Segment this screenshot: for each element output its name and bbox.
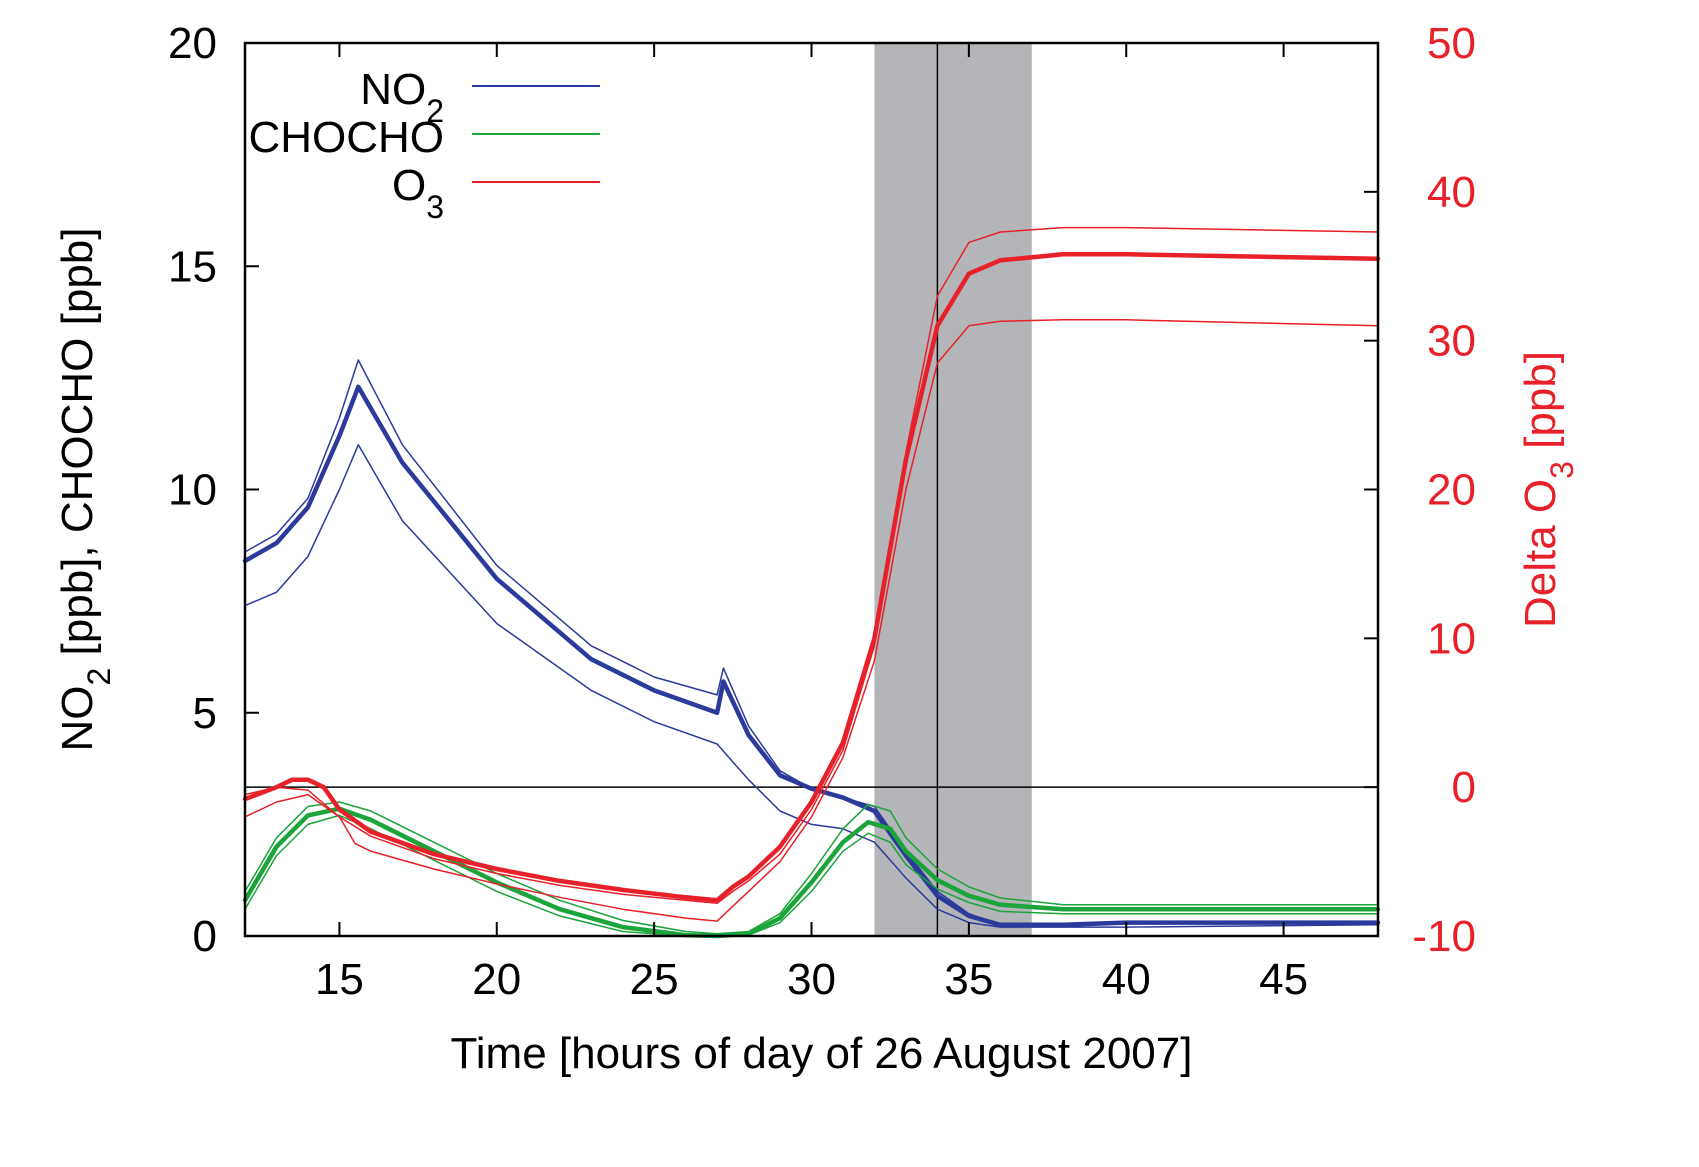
x-axis-title: Time [hours of day of 26 August 2007] [451,1029,1193,1078]
legend-label: NO2 [360,65,444,129]
y-axis-right-title: Delta O3 [ppb] [1516,351,1580,628]
y-left-title-sub: 2 [81,668,117,686]
x-tick-label: 35 [944,955,993,1004]
x-tick-label: 25 [630,955,679,1004]
y-right-title-sub: 3 [1544,461,1580,479]
y-left-tick-label: 10 [168,466,217,515]
x-tick-label: 20 [472,955,521,1004]
series-line-o3-upper [244,226,1379,905]
y-left-tick-label: 20 [168,19,217,68]
series-layer [242,226,1381,939]
legend-label-main: CHOCHO [248,113,444,162]
series-line-o3-lower [244,319,1379,922]
series-line-no2 [242,384,1381,928]
ticks-layer: 15 20 25 30 35 40 45 0 5 10 15 20 -10 0 10 20 30 40 50 [168,19,1476,1004]
y-right-tick-label: 20 [1427,466,1476,515]
shaded-region [874,43,1032,936]
legend-label: O3 [392,161,444,225]
y-right-tick-label: 40 [1427,168,1476,217]
x-tick-label: 30 [787,955,836,1004]
y-right-tick-label: 10 [1427,614,1476,663]
shade-layer [874,43,1032,936]
series-line-no2-upper [244,359,1379,926]
y-left-title-main: NO [53,685,102,751]
x-tick-label: 45 [1259,955,1308,1004]
y-right-tick-label: 30 [1427,317,1476,366]
series-line-chocho [242,806,1381,939]
legend-label: CHOCHO [248,113,444,162]
legend-label-main: NO [360,65,426,114]
y-left-tick-label: 0 [193,912,217,961]
series-line-no2-lower [244,444,1379,928]
legend-label-sub: 3 [426,189,444,225]
series-line-chocho-upper [244,801,1379,935]
legend-label-main: O [392,161,426,210]
y-axis-left-title: NO2 [ppb], CHOCHO [ppb] [53,228,117,752]
legend-label-sub: 2 [426,93,444,129]
series-line-o3 [242,252,1381,903]
y-left-tick-label: 5 [193,689,217,738]
y-right-tick-label: -10 [1412,912,1476,961]
y-left-tick-label: 15 [168,242,217,291]
y-right-tick-label: 0 [1452,763,1476,812]
y-right-title-main: Delta O [1516,479,1565,628]
y-right-tick-label: 50 [1427,19,1476,68]
y-left-title-rest: [ppb], CHOCHO [ppb] [53,228,102,668]
y-right-title-rest: [ppb] [1516,351,1565,461]
x-tick-label: 15 [315,955,364,1004]
x-tick-label: 40 [1102,955,1151,1004]
